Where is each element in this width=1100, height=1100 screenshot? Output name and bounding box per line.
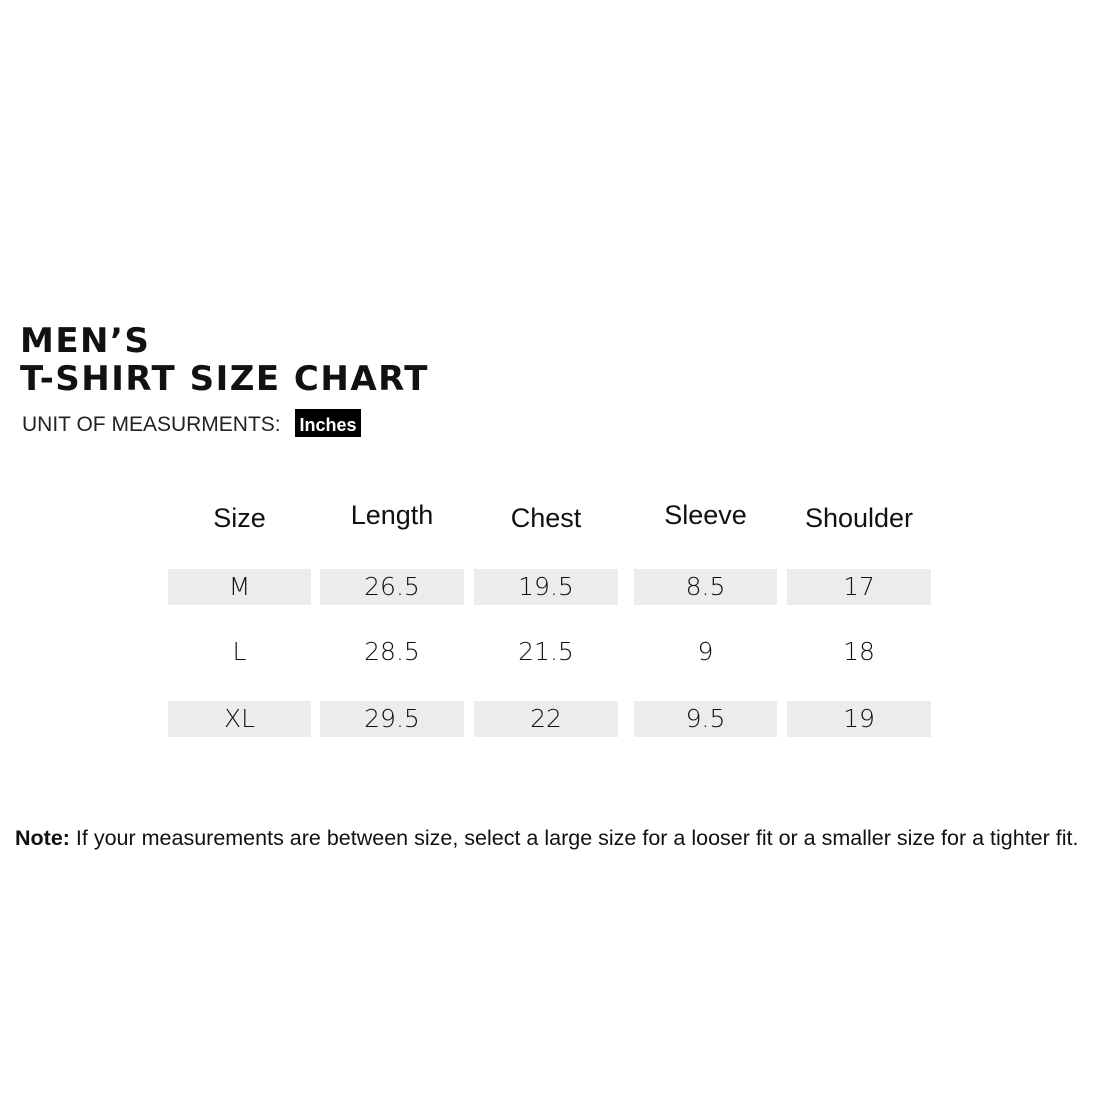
- measurement-cell: 9.5: [634, 701, 777, 737]
- note-label: Note:: [15, 826, 70, 850]
- measurement-cell: 26.5: [320, 569, 464, 605]
- measurement-cell: 29.5: [320, 701, 464, 737]
- note-text: If your measurements are between size, s…: [69, 826, 1079, 850]
- unit-badge: Inches: [295, 409, 361, 437]
- column-header: Sleeve: [664, 500, 747, 530]
- measurement-cell: 8.5: [634, 569, 777, 605]
- size-cell: L: [232, 637, 247, 666]
- note: Note: If your measurements are between s…: [15, 824, 1090, 852]
- column-header: Size: [213, 503, 266, 533]
- column-header: Length: [350, 500, 434, 530]
- measurement-cell: 28.5: [364, 637, 420, 666]
- measurement-cell: 21.5: [518, 637, 574, 666]
- unit-label: UNIT OF MEASURMENTS:: [22, 413, 281, 436]
- measurement-cell: 19.5: [474, 569, 618, 605]
- measurement-cell: 19: [787, 701, 931, 737]
- measurement-cell: 18: [843, 637, 875, 666]
- size-cell: M: [168, 569, 311, 605]
- measurement-cell: 22: [474, 701, 618, 737]
- measurement-cell: 9: [697, 637, 714, 666]
- size-cell: XL: [168, 701, 311, 737]
- column-header: Chest: [510, 503, 582, 533]
- column-header: Shoulder: [804, 503, 914, 533]
- title-line-2: T-SHIRT SIZE CHART: [20, 359, 430, 399]
- measurement-cell: 17: [787, 569, 931, 605]
- title-line-1: MEN’S: [20, 321, 151, 361]
